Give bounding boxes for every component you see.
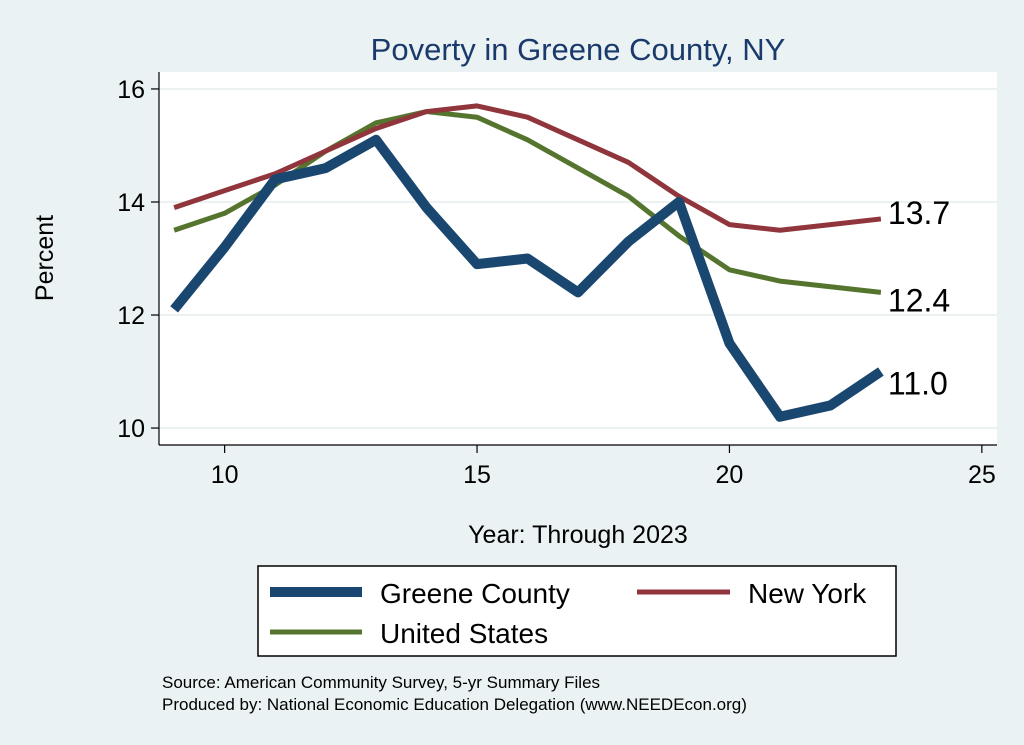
plot-area — [159, 72, 997, 445]
produced-by-note: Produced by: National Economic Education… — [162, 695, 747, 714]
y-axis-label: Percent — [31, 215, 59, 301]
x-tick-label-20: 20 — [716, 461, 744, 489]
x-ticks: 10 15 20 25 — [211, 445, 996, 489]
source-note: Source: American Community Survey, 5-yr … — [162, 673, 600, 692]
y-tick-label-12: 12 — [117, 302, 145, 330]
y-tick-label-14: 14 — [117, 189, 145, 217]
legend: Greene County New York United States — [257, 565, 897, 657]
legend-label-new-york: New York — [748, 578, 867, 609]
legend-label-united-states: United States — [380, 618, 548, 649]
y-ticks: 10 12 14 16 — [117, 76, 159, 443]
x-tick-label-25: 25 — [968, 461, 996, 489]
end-label-united-states: 12.4 — [888, 282, 950, 318]
x-axis-label: Year: Through 2023 — [468, 521, 688, 549]
series-line-new-york — [173, 103, 882, 233]
end-label-greene-county: 11.0 — [888, 366, 948, 402]
end-labels: 11.0 13.7 12.4 — [888, 195, 950, 402]
chart-title: Poverty in Greene County, NY — [371, 32, 786, 67]
legend-label-greene-county: Greene County — [380, 578, 570, 609]
x-tick-label-10: 10 — [211, 461, 239, 489]
legend-box — [257, 565, 897, 657]
x-tick-label-15: 15 — [463, 461, 491, 489]
gridlines — [159, 88, 997, 429]
y-tick-label-16: 16 — [117, 76, 145, 104]
end-label-new-york: 13.7 — [888, 195, 950, 231]
series-lines — [170, 103, 884, 422]
y-tick-label-10: 10 — [117, 415, 145, 443]
axes — [158, 72, 997, 446]
series-line-greene-county — [170, 134, 884, 422]
